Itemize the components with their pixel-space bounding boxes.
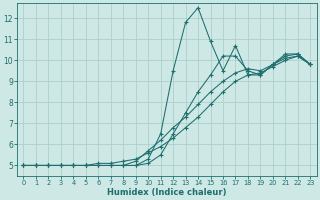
X-axis label: Humidex (Indice chaleur): Humidex (Indice chaleur): [107, 188, 227, 197]
